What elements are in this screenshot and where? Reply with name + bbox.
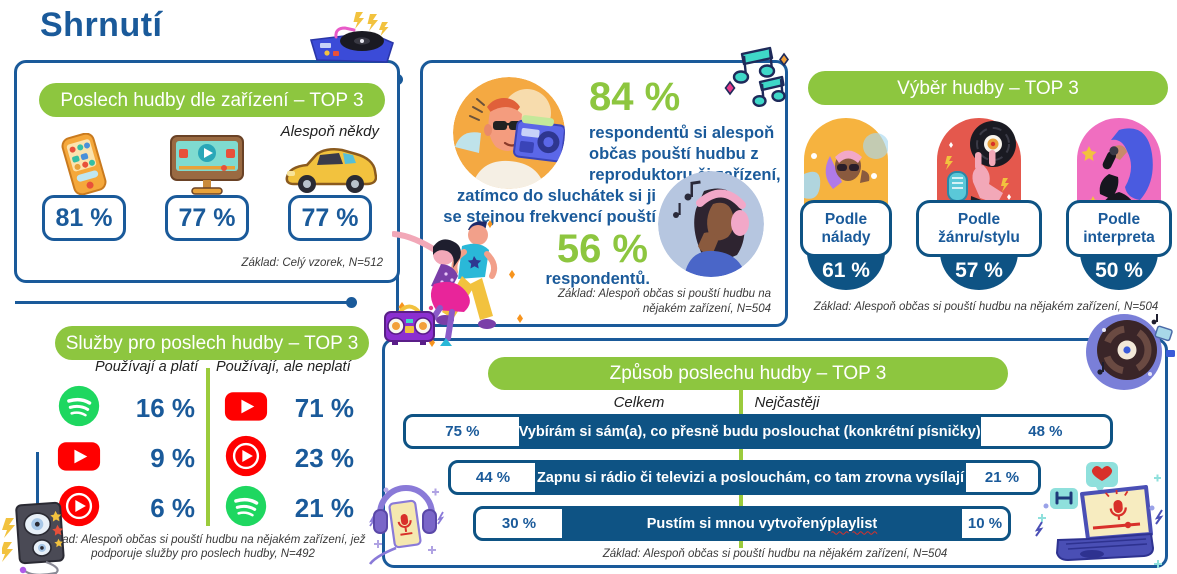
- monitor-play-icon: [166, 135, 248, 195]
- device-item-monitor: 77 %: [164, 135, 250, 241]
- mode-statement-playlist-word: playlist: [827, 515, 878, 532]
- service-row-spotify: 16 %: [57, 384, 195, 433]
- car-icon: [283, 135, 377, 195]
- selection-header-pill: Výběr hudby – TOP 3: [808, 71, 1168, 105]
- mode-most-value: 10 %: [962, 509, 1008, 538]
- service-row-youtube-music: 6 %: [57, 484, 195, 533]
- services-paid-column-label: Používají a platí: [95, 359, 199, 375]
- mode-base-note: Základ: Alespoň občas si pouští hudbu na…: [602, 548, 948, 560]
- spotify-icon: [224, 484, 268, 533]
- stat-speaker-value: 84 %: [589, 75, 681, 119]
- selection-card-mood: 61 % Podle nálady: [800, 118, 892, 292]
- selection-value: 50 %: [1095, 259, 1143, 282]
- mode-statement: Pustím si mnou vytvořený playlist: [562, 509, 962, 538]
- spotify-icon: [57, 384, 101, 433]
- mode-statement-text: Pustím si mnou vytvořený: [646, 515, 828, 532]
- mode-row: 75 % Vybírám si sám(a), co přesně budu p…: [403, 414, 1113, 449]
- mode-most-value: 48 %: [980, 417, 1110, 446]
- service-value: 21 %: [294, 492, 354, 523]
- music-notes-icon: [720, 46, 794, 119]
- service-value: 23 %: [294, 442, 354, 473]
- service-row-spotify: 21 %: [224, 484, 354, 533]
- device-item-car: 77 %: [285, 135, 377, 241]
- service-row-youtube: 71 %: [224, 386, 354, 430]
- vinyl-record-icon: [1080, 312, 1176, 397]
- devices-header-pill: Poslech hudby dle zařízení – TOP 3: [39, 83, 385, 117]
- mode-statement: Vybírám si sám(a), co přesně budu poslou…: [518, 423, 981, 440]
- dancing-couple-illustration: [391, 210, 534, 357]
- connector-dot-right: [346, 297, 357, 308]
- speaker-icon: [0, 492, 78, 574]
- selection-value: 61 %: [822, 259, 870, 282]
- youtube-icon: [57, 434, 101, 483]
- mode-row: 30 % Pustím si mnou vytvořený playlist 1…: [473, 506, 1011, 541]
- service-value: 16 %: [135, 392, 195, 423]
- smartphone-icon: [55, 133, 113, 195]
- mode-most-value: 21 %: [966, 463, 1038, 492]
- headphones-phone-icon: [366, 464, 446, 571]
- devices-items: 81 % 77 %: [41, 133, 377, 241]
- boombox-icon: [380, 300, 438, 352]
- speaker-vs-headphones-section: 84 % respondentů si alespoň občas pouští…: [420, 60, 788, 327]
- selection-base-note: Základ: Alespoň občas si pouští hudbu na…: [813, 301, 1159, 313]
- horizontal-connector-line: [15, 301, 351, 304]
- mode-total-value: 44 %: [451, 463, 535, 492]
- woman-headphones-illustration: [658, 171, 764, 277]
- services-divider: [206, 368, 210, 526]
- selection-cards: 61 % Podle nálady: [800, 118, 1172, 292]
- man-boombox-illustration: [453, 77, 565, 189]
- speaker-connector-line: [36, 452, 39, 504]
- mode-most-column-label: Nejčastěji: [754, 394, 820, 411]
- device-value: 77 %: [165, 195, 249, 241]
- stat-headphones-suffix: respondentů.: [545, 269, 650, 288]
- turntable-icon: [298, 10, 398, 69]
- service-row-youtube: 9 %: [57, 436, 195, 480]
- mode-total-value: 75 %: [406, 417, 519, 446]
- stat-headphones-value: 56 %: [556, 226, 648, 271]
- youtube-music-icon: [224, 434, 268, 483]
- stat-headphones-text: zatímco do sluchátek si ji se stejnou fr…: [443, 187, 656, 226]
- mode-header-pill: Způsob poslechu hudby – TOP 3: [488, 357, 1008, 390]
- laptop-mic-icon: [1030, 458, 1164, 574]
- youtube-icon: [224, 384, 268, 433]
- mode-row: 44 % Zapnu si rádio či televizi a poslou…: [448, 460, 1041, 495]
- device-value: 77 %: [288, 195, 372, 241]
- selection-card-genre: 57 % Podle žánru/stylu: [916, 118, 1042, 292]
- devices-section: Poslech hudby dle zařízení – TOP 3 Alesp…: [14, 60, 400, 283]
- devices-note: Alespoň někdy: [280, 123, 379, 140]
- services-paid-column: 16 % 9 % 6 %: [57, 384, 195, 533]
- services-free-column: 71 % 23 % 21 %: [224, 386, 354, 530]
- services-header-pill: Služby pro poslech hudby – TOP 3: [55, 326, 369, 360]
- page-title: Shrnutí: [40, 6, 163, 44]
- mode-statement: Zapnu si rádio či televizi a poslouchám,…: [536, 469, 965, 486]
- stat-headphones: zatímco do sluchátek si ji se stejnou fr…: [441, 186, 656, 289]
- mode-total-column-label: Celkem: [613, 394, 665, 411]
- service-row-youtube-music: 23 %: [224, 434, 354, 483]
- mode-total-value: 30 %: [476, 509, 562, 538]
- service-value: 6 %: [150, 492, 195, 523]
- selection-label: Podle žánru/stylu: [916, 200, 1042, 257]
- selection-label: Podle interpreta: [1066, 200, 1172, 257]
- device-value: 81 %: [42, 195, 126, 241]
- service-value: 9 %: [150, 442, 195, 473]
- selection-card-artist: 50 % Podle interpreta: [1066, 118, 1172, 292]
- selection-label: Podle nálady: [800, 200, 892, 257]
- device-item-phone: 81 %: [41, 133, 127, 241]
- devices-base-note: Základ: Celý vzorek, N=512: [241, 256, 383, 269]
- services-free-column-label: Používají, ale neplatí: [216, 359, 351, 375]
- youtube-music-icon: [57, 484, 101, 533]
- service-value: 71 %: [294, 392, 354, 423]
- stat-base-note: Základ: Alespoň občas si pouští hudbu na…: [557, 288, 771, 315]
- selection-value: 57 %: [955, 259, 1003, 282]
- services-base-note: Základ: Alespoň občas si pouští hudbu na…: [40, 534, 366, 561]
